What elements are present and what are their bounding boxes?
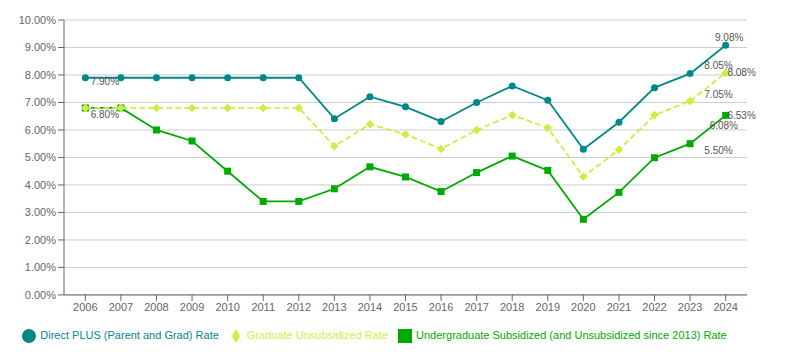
html-text:Direct PLUS (Parent and Grad): Direct PLUS (Parent and Grad) Rate: [40, 328, 219, 341]
svg-text:2009: 2009: [180, 301, 204, 313]
svg-text:6.53%: 6.53%: [727, 110, 755, 121]
svg-text:3.00%: 3.00%: [25, 206, 56, 218]
svg-text:10.00%: 10.00%: [19, 14, 57, 26]
svg-text:5.00%: 5.00%: [25, 151, 56, 163]
svg-text:2011: 2011: [251, 301, 275, 313]
svg-text:6.08%: 6.08%: [710, 120, 738, 131]
svg-text:8.08%: 8.08%: [727, 67, 755, 78]
svg-text:2020: 2020: [571, 301, 595, 313]
svg-text:2023: 2023: [678, 301, 702, 313]
svg-text:8.05%: 8.05%: [704, 59, 733, 71]
svg-text:2018: 2018: [500, 301, 524, 313]
svg-text:1.00%: 1.00%: [25, 261, 56, 273]
svg-text:2021: 2021: [607, 301, 631, 313]
svg-text:2017: 2017: [464, 301, 488, 313]
svg-text:7.05%: 7.05%: [704, 89, 732, 100]
svg-text:2.00%: 2.00%: [25, 234, 56, 246]
svg-text:5.50%: 5.50%: [704, 145, 732, 156]
svg-text:2013: 2013: [322, 301, 346, 313]
svg-text:2014: 2014: [358, 301, 382, 313]
svg-text:8.00%: 8.00%: [25, 69, 56, 81]
svg-text:4.00%: 4.00%: [25, 179, 56, 191]
svg-text:9.08%: 9.08%: [715, 32, 743, 43]
svg-text:2015: 2015: [393, 301, 417, 313]
svg-text:2016: 2016: [429, 301, 453, 313]
svg-text:2010: 2010: [215, 301, 239, 313]
svg-text:2012: 2012: [287, 301, 311, 313]
html-text:Graduate Unsubsidized Rate: Graduate Unsubsidized Rate: [246, 328, 389, 341]
svg-text:7.00%: 7.00%: [25, 96, 56, 108]
svg-text:2006: 2006: [73, 301, 97, 313]
svg-text:2022: 2022: [642, 301, 666, 313]
svg-text:2007: 2007: [109, 301, 133, 313]
svg-text:2008: 2008: [144, 301, 168, 313]
svg-text:6.00%: 6.00%: [25, 124, 56, 136]
svg-text:6.80%: 6.80%: [91, 109, 119, 120]
svg-text:7.90%: 7.90%: [91, 76, 119, 87]
svg-text:2024: 2024: [713, 301, 737, 313]
svg-text:9.00%: 9.00%: [25, 41, 56, 53]
html-text:Undergraduate Subsidized (and: Undergraduate Subsidized (and Unsubsidiz…: [416, 328, 727, 341]
svg-text:0.00%: 0.00%: [25, 289, 56, 301]
svg-text:2019: 2019: [536, 301, 560, 313]
